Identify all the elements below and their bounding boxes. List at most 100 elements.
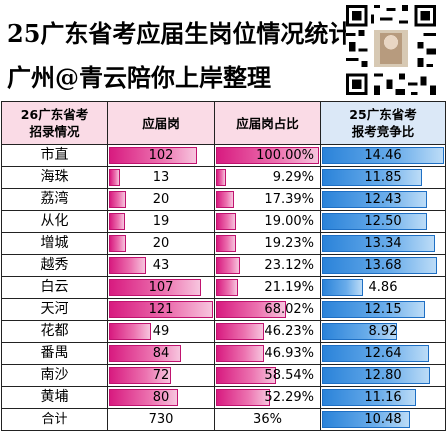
competition-cell: 12.64 (320, 342, 446, 365)
total-ratio: 36% (214, 408, 321, 431)
table-row: 天河 121 68.02% 12.15 (1, 298, 446, 321)
fresh-bar (109, 191, 126, 208)
total-competition: 10.48 (320, 408, 446, 431)
competition-bar (322, 235, 435, 252)
table-row: 花都 49 46.23% 8.92 (1, 320, 446, 343)
competition-bar (322, 389, 416, 406)
fresh-cell: 84 (107, 342, 215, 365)
fresh-cell: 80 (107, 386, 215, 409)
fresh-cell: 102 (107, 144, 215, 167)
competition-cell: 11.85 (320, 166, 446, 189)
ratio-bar (216, 345, 264, 362)
ratio-bar (216, 213, 236, 230)
region-cell: 海珠 (1, 166, 108, 189)
total-competition-bar (322, 411, 410, 428)
ratio-bar (216, 257, 240, 274)
ratio-bar (216, 389, 270, 406)
stats-table: 26广东省考 招录情况 应届岗 应届岗占比 25广东省考 报考竞争比 市直 102… (1, 101, 446, 431)
ratio-cell: 23.12% (214, 254, 321, 277)
table-row: 番禺 84 46.93% 12.64 (1, 342, 446, 365)
competition-bar (322, 279, 363, 296)
competition-bar (322, 169, 422, 186)
fresh-cell: 72 (107, 364, 215, 387)
fresh-cell: 43 (107, 254, 215, 277)
fresh-bar (109, 257, 146, 274)
ratio-bar (216, 323, 264, 340)
header-competition: 25广东省考 报考竞争比 (320, 101, 446, 145)
competition-bar (322, 301, 425, 318)
fresh-bar (109, 235, 126, 252)
ratio-cell: 46.23% (214, 320, 321, 343)
fresh-bar (109, 323, 151, 340)
ratio-cell: 58.54% (214, 364, 321, 387)
ratio-cell: 9.29% (214, 166, 321, 189)
fresh-cell: 107 (107, 276, 215, 299)
fresh-bar (109, 345, 181, 362)
region-cell: 花都 (1, 320, 108, 343)
ratio-cell: 19.00% (214, 210, 321, 233)
table-row: 南沙 72 58.54% 12.80 (1, 364, 446, 387)
header-fresh: 应届岗 (107, 101, 215, 145)
table-header-row: 26广东省考 招录情况 应届岗 应届岗占比 25广东省考 报考竞争比 (1, 101, 446, 145)
fresh-bar (109, 169, 120, 186)
ratio-bar (216, 367, 276, 384)
region-cell: 南沙 (1, 364, 108, 387)
competition-cell: 14.46 (320, 144, 446, 167)
fresh-bar (109, 301, 213, 318)
region-cell: 白云 (1, 276, 108, 299)
ratio-bar (216, 235, 236, 252)
table-row: 从化 19 19.00% 12.50 (1, 210, 446, 233)
header-ratio: 应届岗占比 (214, 101, 321, 145)
table-row: 海珠 13 9.29% 11.85 (1, 166, 446, 189)
fresh-bar (109, 389, 178, 406)
fresh-bar (109, 213, 125, 230)
competition-cell: 12.15 (320, 298, 446, 321)
competition-cell: 12.43 (320, 188, 446, 211)
fresh-bar (109, 279, 201, 296)
region-cell: 天河 (1, 298, 108, 321)
total-fresh: 730 (107, 408, 215, 431)
ratio-cell: 68.02% (214, 298, 321, 321)
table-row: 荔湾 20 17.39% 12.43 (1, 188, 446, 211)
ratio-cell: 100.00% (214, 144, 321, 167)
ratio-bar (216, 169, 226, 186)
region-cell: 增城 (1, 232, 108, 255)
fresh-bar (109, 147, 197, 164)
competition-bar (322, 367, 430, 384)
region-cell: 市直 (1, 144, 108, 167)
competition-bar (322, 323, 397, 340)
region-cell: 越秀 (1, 254, 108, 277)
ratio-cell: 52.29% (214, 386, 321, 409)
page-subtitle: 广州@青云陪你上岸整理 (7, 63, 271, 92)
table-row: 市直 102 100.00% 14.46 (1, 144, 446, 167)
competition-bar (322, 147, 444, 164)
ratio-cell: 17.39% (214, 188, 321, 211)
fresh-bar (109, 367, 171, 384)
table-row: 越秀 43 23.12% 13.68 (1, 254, 446, 277)
competition-cell: 13.68 (320, 254, 446, 277)
table-row: 黄埔 80 52.29% 11.16 (1, 386, 446, 409)
fresh-cell: 49 (107, 320, 215, 343)
ratio-bar (216, 301, 286, 318)
competition-bar (322, 191, 427, 208)
competition-cell: 11.16 (320, 386, 446, 409)
fresh-cell: 20 (107, 232, 215, 255)
competition-bar (322, 257, 437, 274)
fresh-cell: 121 (107, 298, 215, 321)
total-row: 合计 730 36% 10.48 (1, 408, 446, 431)
competition-cell: 12.80 (320, 364, 446, 387)
header: 25广东省考应届生岗位情况统计 广州@青云陪你上岸整理 (0, 0, 447, 100)
ratio-bar (216, 191, 234, 208)
competition-bar (322, 345, 429, 362)
page-title: 25广东省考应届生岗位情况统计 (7, 19, 353, 48)
ratio-cell: 19.23% (214, 232, 321, 255)
total-label: 合计 (1, 408, 108, 431)
region-cell: 黄埔 (1, 386, 108, 409)
qr-code-icon (346, 5, 436, 95)
competition-cell: 8.92 (320, 320, 446, 343)
ratio-bar (216, 279, 238, 296)
fresh-cell: 20 (107, 188, 215, 211)
region-cell: 从化 (1, 210, 108, 233)
region-cell: 荔湾 (1, 188, 108, 211)
competition-bar (322, 213, 427, 230)
